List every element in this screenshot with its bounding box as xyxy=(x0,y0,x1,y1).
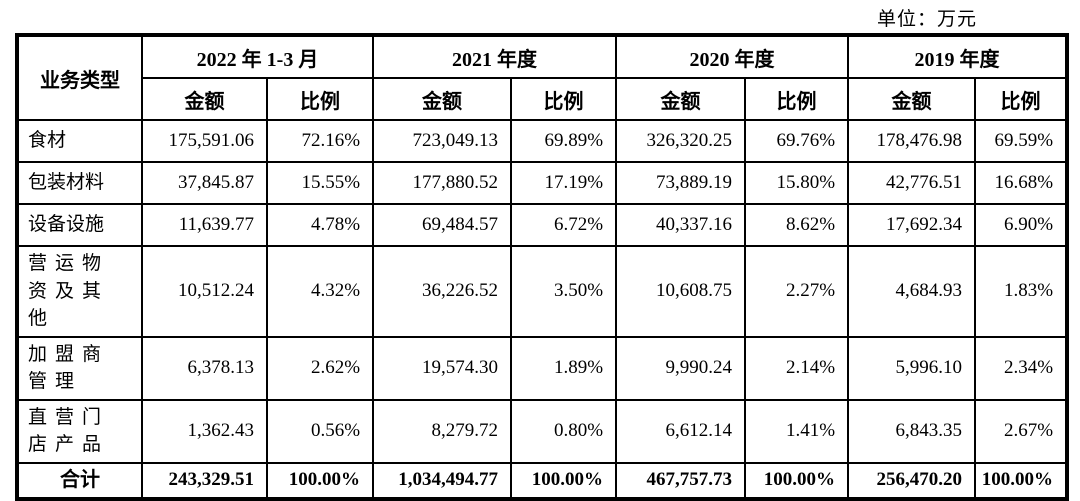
row-label-cell: 食材 xyxy=(16,119,143,163)
amount-header: 金额 xyxy=(372,77,513,121)
ratio-cell: 1.41% xyxy=(744,398,850,464)
row-label-cell: 直营门店产品 xyxy=(16,398,143,464)
amount-cell: 1,034,494.77 xyxy=(372,461,513,500)
amount-cell: 9,990.24 xyxy=(615,335,747,401)
ratio-cell: 17.19% xyxy=(510,161,618,205)
ratio-cell: 100.00% xyxy=(974,461,1069,500)
amount-cell: 19,574.30 xyxy=(372,335,513,401)
amount-cell: 6,843.35 xyxy=(847,398,977,464)
ratio-cell: 3.50% xyxy=(510,245,618,338)
amount-cell: 175,591.06 xyxy=(141,119,268,163)
ratio-cell: 100.00% xyxy=(510,461,618,500)
amount-cell: 6,612.14 xyxy=(615,398,747,464)
amount-cell: 37,845.87 xyxy=(141,161,268,205)
ratio-header: 比例 xyxy=(510,77,618,121)
row-label-cell: 包装材料 xyxy=(16,161,143,205)
ratio-header: 比例 xyxy=(744,77,850,121)
amount-cell: 256,470.20 xyxy=(847,461,977,500)
amount-cell: 73,889.19 xyxy=(615,161,747,205)
period-header-2020: 2020 年度 xyxy=(615,34,850,79)
period-header-2022: 2022 年 1-3 月 xyxy=(140,34,375,79)
amount-cell: 6,378.13 xyxy=(141,335,268,401)
table-row: 包装材料 37,845.87 15.55% 177,880.52 17.19% … xyxy=(16,161,1069,205)
ratio-header: 比例 xyxy=(265,77,375,121)
ratio-header: 比例 xyxy=(974,77,1069,121)
ratio-cell: 2.62% xyxy=(265,335,375,401)
table-row: 食材 175,591.06 72.16% 723,049.13 69.89% 3… xyxy=(16,119,1069,163)
ratio-cell: 100.00% xyxy=(265,461,375,500)
total-label-cell: 合计 xyxy=(16,461,143,500)
ratio-cell: 72.16% xyxy=(265,119,375,163)
ratio-cell: 2.67% xyxy=(974,398,1069,464)
amount-cell: 723,049.13 xyxy=(372,119,513,163)
ratio-cell: 4.78% xyxy=(265,203,375,247)
table-row: 加盟商管理 6,378.13 2.62% 19,574.30 1.89% 9,9… xyxy=(16,335,1069,401)
amount-cell: 4,684.93 xyxy=(847,245,977,338)
ratio-cell: 6.72% xyxy=(510,203,618,247)
amount-cell: 36,226.52 xyxy=(372,245,513,338)
table-total-row: 合计 243,329.51 100.00% 1,034,494.77 100.0… xyxy=(16,461,1069,500)
ratio-cell: 69.76% xyxy=(744,119,850,163)
ratio-cell: 69.89% xyxy=(510,119,618,163)
table-row: 设备设施 11,639.77 4.78% 69,484.57 6.72% 40,… xyxy=(16,203,1069,247)
ratio-cell: 2.14% xyxy=(744,335,850,401)
revenue-breakdown-table: 业务类型 2022 年 1-3 月 2021 年度 2020 年度 2019 年… xyxy=(15,33,1070,501)
amount-header: 金额 xyxy=(141,77,268,121)
row-label-cell: 设备设施 xyxy=(16,203,143,247)
amount-header: 金额 xyxy=(615,77,747,121)
amount-cell: 11,639.77 xyxy=(141,203,268,247)
amount-header: 金额 xyxy=(847,77,977,121)
amount-cell: 177,880.52 xyxy=(372,161,513,205)
ratio-cell: 16.68% xyxy=(974,161,1069,205)
ratio-cell: 0.80% xyxy=(510,398,618,464)
table-row: 营运物资及其他 10,512.24 4.32% 36,226.52 3.50% … xyxy=(16,245,1069,338)
amount-cell: 42,776.51 xyxy=(847,161,977,205)
amount-cell: 10,608.75 xyxy=(615,245,747,338)
amount-cell: 1,362.43 xyxy=(141,398,268,464)
table-row: 直营门店产品 1,362.43 0.56% 8,279.72 0.80% 6,6… xyxy=(16,398,1069,464)
ratio-cell: 15.80% xyxy=(744,161,850,205)
unit-label: 单位：万元 xyxy=(876,9,977,30)
row-label-cell: 营运物资及其他 xyxy=(16,245,143,338)
ratio-cell: 2.34% xyxy=(974,335,1069,401)
row-label-cell: 加盟商管理 xyxy=(16,335,143,401)
amount-cell: 5,996.10 xyxy=(847,335,977,401)
amount-cell: 326,320.25 xyxy=(615,119,747,163)
amount-cell: 40,337.16 xyxy=(615,203,747,247)
amount-cell: 17,692.34 xyxy=(847,203,977,247)
amount-cell: 8,279.72 xyxy=(372,398,513,464)
amount-cell: 69,484.57 xyxy=(372,203,513,247)
ratio-cell: 15.55% xyxy=(265,161,375,205)
amount-cell: 467,757.73 xyxy=(615,461,747,500)
ratio-cell: 1.89% xyxy=(510,335,618,401)
ratio-cell: 1.83% xyxy=(974,245,1069,338)
ratio-cell: 8.62% xyxy=(744,203,850,247)
period-header-2019: 2019 年度 xyxy=(847,34,1069,79)
ratio-cell: 4.32% xyxy=(265,245,375,338)
business-type-header: 业务类型 xyxy=(16,34,143,121)
ratio-cell: 69.59% xyxy=(974,119,1069,163)
ratio-cell: 6.90% xyxy=(974,203,1069,247)
period-header-2021: 2021 年度 xyxy=(372,34,618,79)
ratio-cell: 0.56% xyxy=(265,398,375,464)
amount-cell: 243,329.51 xyxy=(141,461,268,500)
ratio-cell: 100.00% xyxy=(744,461,850,500)
amount-cell: 10,512.24 xyxy=(141,245,268,338)
ratio-cell: 2.27% xyxy=(744,245,850,338)
amount-cell: 178,476.98 xyxy=(847,119,977,163)
